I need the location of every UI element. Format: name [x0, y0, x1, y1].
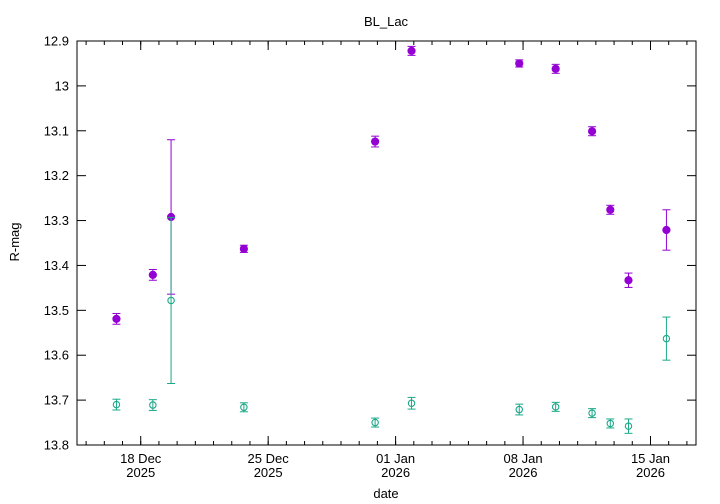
- x-tick-label-date: 01 Jan: [376, 451, 415, 466]
- data-point: [551, 64, 560, 73]
- y-tick-label: 13.5: [44, 303, 69, 318]
- x-tick-label-date: 25 Dec: [248, 451, 290, 466]
- data-point: [112, 314, 121, 323]
- y-tick-label: 13.2: [44, 168, 69, 183]
- y-axis-label: R-mag: [7, 222, 22, 261]
- data-point: [239, 244, 248, 253]
- series-2: [112, 216, 671, 434]
- data-marks: [112, 45, 671, 434]
- data-point: [624, 422, 633, 430]
- data-point: [371, 137, 380, 146]
- data-point: [606, 205, 615, 214]
- y-tick-label: 12.9: [44, 34, 69, 49]
- x-tick-label-date: 15 Jan: [631, 451, 670, 466]
- y-tick-label: 13.8: [44, 438, 69, 453]
- data-point: [371, 418, 379, 427]
- y-tick-label: 13: [55, 78, 69, 93]
- data-point: [112, 400, 121, 409]
- data-point: [407, 399, 416, 408]
- data-point: [551, 403, 560, 411]
- x-tick-label-date: 08 Jan: [504, 451, 543, 466]
- y-tick-label: 13.4: [44, 258, 69, 273]
- data-point: [407, 46, 416, 55]
- y-tick-label: 13.1: [44, 123, 69, 138]
- data-point: [587, 127, 597, 136]
- y-tick-label: 13.3: [44, 213, 69, 228]
- x-tick-label-year: 2026: [381, 465, 410, 480]
- x-axis-label: date: [373, 486, 398, 501]
- x-tick-label-year: 2025: [254, 465, 283, 480]
- data-point: [515, 405, 524, 414]
- data-point: [167, 296, 175, 305]
- data-point: [624, 276, 633, 285]
- x-tick-label-year: 2026: [509, 465, 538, 480]
- x-tick-label-year: 2025: [126, 465, 155, 480]
- data-point: [662, 225, 671, 235]
- data-point: [240, 403, 248, 412]
- data-point: [662, 334, 671, 343]
- data-point: [606, 419, 615, 428]
- data-point: [148, 270, 157, 279]
- data-point: [588, 409, 596, 417]
- data-point: [515, 59, 524, 68]
- x-tick-label-date: 18 Dec: [120, 451, 162, 466]
- x-tick-label-year: 2026: [636, 465, 665, 480]
- y-tick-label: 13.7: [44, 393, 69, 408]
- chart-title: BL_Lac: [364, 14, 409, 29]
- axis-ticks: 12.9 13 13.1 13.2 13.3 13.4 13.5 13.6 13.7 13.8 18…: [44, 34, 696, 480]
- y-tick-label: 13.6: [44, 348, 69, 363]
- series-1: [112, 45, 671, 325]
- data-point: [149, 401, 157, 409]
- plot-frame: [76, 40, 697, 446]
